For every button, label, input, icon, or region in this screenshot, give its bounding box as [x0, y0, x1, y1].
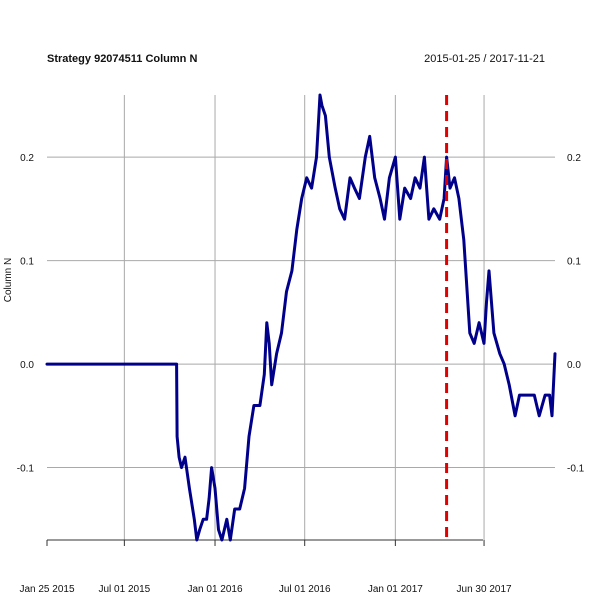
x-tick-label: Jan 01 2016	[187, 584, 242, 595]
y-axis-label: Column N	[3, 258, 14, 302]
x-tick-label: Jan 25 2015	[19, 584, 74, 595]
x-tick-label: Jan 01 2017	[368, 584, 423, 595]
y-tick-labels-right: -0.1 0.0 0.1 0.2	[567, 153, 585, 474]
chart-date-range: 2015-01-25 / 2017-11-21	[424, 53, 545, 65]
y-tick-label-left: 0.2	[20, 153, 34, 164]
y-tick-label-right: -0.1	[567, 464, 585, 475]
y-tick-label-left: 0.1	[20, 257, 34, 268]
x-tick-labels: Jan 25 2015 Jul 01 2015 Jan 01 2016 Jul 01 …	[19, 584, 512, 595]
y-tick-label-right: 0.1	[567, 257, 581, 268]
y-tick-label-left: -0.1	[17, 464, 35, 475]
y-tick-label-right: 0.2	[567, 153, 581, 164]
series-line	[45, 93, 557, 542]
y-tick-labels-left: -0.1 0.0 0.1 0.2	[17, 153, 35, 474]
x-tick-label: Jun 30 2017	[457, 584, 512, 595]
x-tick-label: Jul 01 2016	[279, 584, 331, 595]
y-tick-label-left: 0.0	[20, 360, 34, 371]
x-tick-label: Jul 01 2015	[98, 584, 150, 595]
y-tick-label-right: 0.0	[567, 360, 581, 371]
axis-layer	[46, 539, 485, 546]
chart-title: Strategy 92074511 Column N	[47, 53, 197, 65]
series-layer	[45, 93, 557, 542]
